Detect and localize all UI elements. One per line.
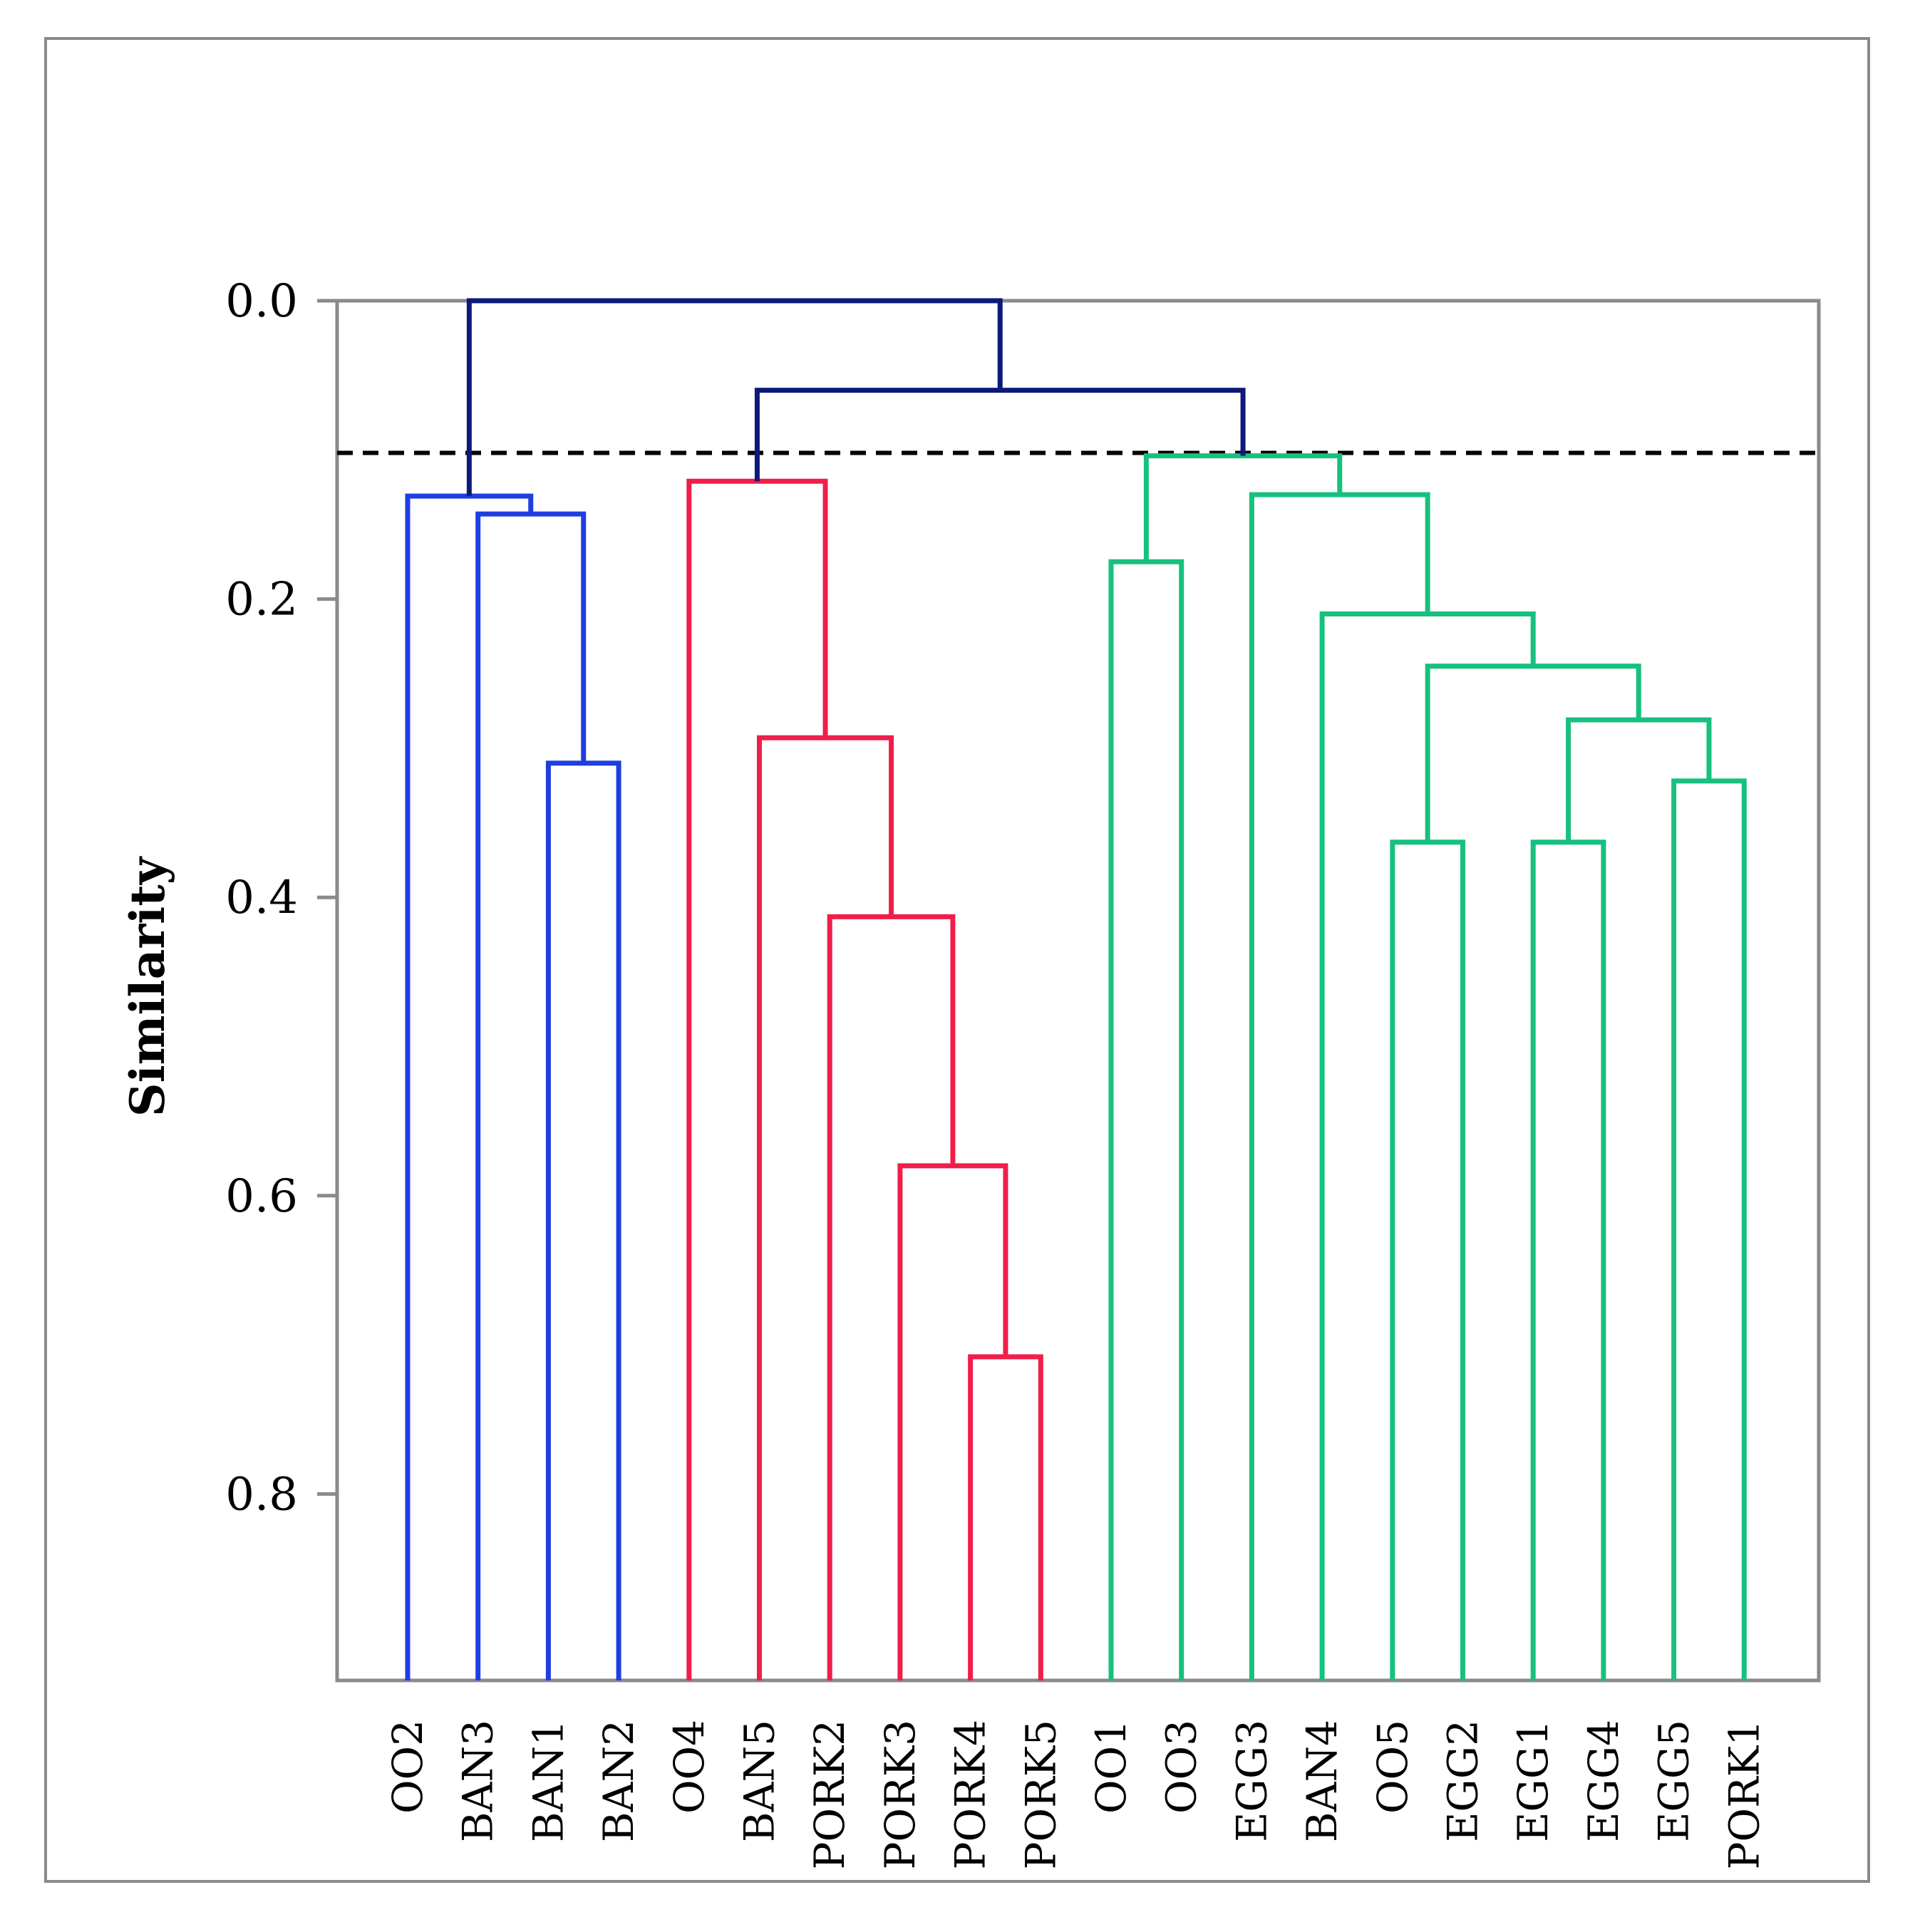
- y-tick-label: 0.2: [225, 574, 298, 626]
- leaf-label-oo3: OO3: [1157, 1720, 1206, 1814]
- dendrogram-link-11: [1530, 840, 1606, 1680]
- dendrogram-link-13: [1566, 717, 1712, 842]
- dendrogram-link-8: [686, 478, 828, 1680]
- y-tick-label: 0.4: [225, 872, 298, 924]
- dendrogram-link-12: [1671, 778, 1747, 1680]
- dendrogram-link-14: [1425, 663, 1641, 842]
- leaf-label-egg2: EGG2: [1439, 1720, 1487, 1842]
- leaf-label-ban3: BAN3: [454, 1720, 502, 1842]
- dendrogram-links: [405, 298, 1747, 1680]
- leaf-label-oo4: OO4: [665, 1720, 713, 1814]
- leaf-label-egg1: EGG1: [1509, 1720, 1557, 1842]
- leaf-label-ban5: BAN5: [736, 1720, 784, 1842]
- leaf-label-ban4: BAN4: [1298, 1720, 1346, 1842]
- y-axis-ticks: 0.0 0.2 0.4 0.6 0.8: [225, 275, 337, 1521]
- dendrogram-link-3: [405, 493, 534, 1680]
- leaf-labels: OO2 BAN3 BAN1 BAN2 OO4 BAN5 PORK2 PORK3 PORK4 POR…: [383, 1720, 1768, 1869]
- dendrogram-link-18: [754, 388, 1246, 482]
- plot-area: [335, 299, 1821, 1683]
- y-axis-title: Similarity: [120, 856, 175, 1117]
- dendrogram-link-10: [1390, 840, 1465, 1680]
- leaf-label-pork2: PORK2: [805, 1720, 854, 1869]
- y-tick-label: 0.8: [225, 1468, 298, 1521]
- dendrogram-link-6: [827, 914, 956, 1680]
- y-tick-label: 0.6: [225, 1170, 298, 1223]
- leaf-label-pork1: PORK1: [1720, 1720, 1768, 1869]
- dendrogram-link-19: [466, 298, 1003, 497]
- dendrogram-link-1: [545, 760, 621, 1680]
- leaf-label-ban1: BAN1: [524, 1720, 572, 1842]
- leaf-label-egg3: EGG3: [1227, 1720, 1276, 1842]
- leaf-label-egg5: EGG5: [1650, 1720, 1698, 1842]
- dendrogram-link-17: [1143, 453, 1343, 562]
- dendrogram-link-5: [897, 1163, 1008, 1680]
- chart-frame: [44, 37, 1870, 1883]
- dendrogram-link-7: [757, 735, 894, 1680]
- dendrogram-link-16: [1249, 492, 1430, 1680]
- leaf-label-pork5: PORK5: [1016, 1720, 1065, 1869]
- leaf-label-pork4: PORK4: [946, 1720, 995, 1869]
- leaf-label-oo5: OO5: [1368, 1720, 1417, 1814]
- y-tick-label: 0.0: [225, 275, 298, 328]
- dendrogram-link-2: [475, 511, 587, 1680]
- leaf-label-ban2: BAN2: [594, 1720, 643, 1842]
- leaf-label-oo1: OO1: [1087, 1720, 1135, 1814]
- dendrogram-link-4: [968, 1354, 1043, 1680]
- leaf-label-oo2: OO2: [383, 1720, 432, 1814]
- leaf-label-egg4: EGG4: [1579, 1720, 1628, 1842]
- leaf-label-pork3: PORK3: [876, 1720, 924, 1869]
- dendrogram-link-9: [1108, 559, 1184, 1680]
